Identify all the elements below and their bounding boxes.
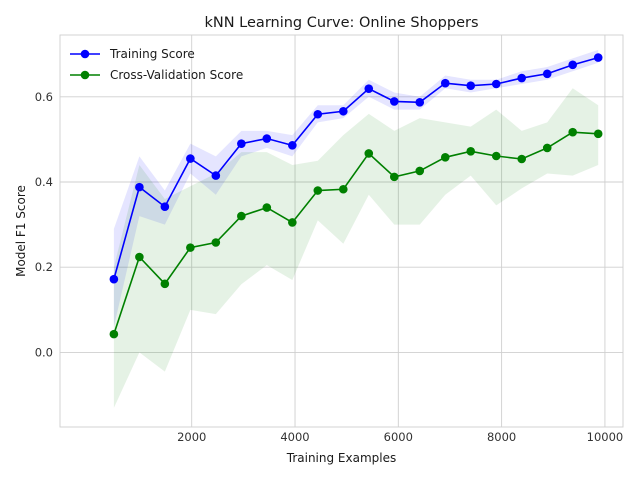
cross-validation-score-point — [135, 252, 144, 262]
training-score-point — [109, 274, 119, 284]
y-tick-label: 0.2 — [35, 260, 53, 274]
cross-validation-score-point — [415, 166, 425, 176]
cross-validation-score-point — [109, 329, 119, 339]
score-points — [109, 53, 603, 339]
plot-area — [60, 35, 623, 427]
cross-validation-score-point — [262, 203, 272, 212]
training-score-point — [211, 171, 221, 180]
cross-validation-score-point — [568, 127, 577, 137]
x-tick-label: 2000 — [177, 430, 206, 444]
training-score-point — [186, 154, 195, 163]
score-bands — [113, 49, 599, 408]
legend-marker-cross-validation-score — [80, 70, 90, 80]
x-tick-label: 4000 — [280, 430, 309, 444]
x-axis-label: Training Examples — [286, 451, 396, 465]
training-score-point — [313, 109, 323, 119]
cross-validation-score-point — [517, 154, 527, 164]
chart-title: kNN Learning Curve: Online Shoppers — [204, 15, 478, 31]
x-tick-label: 10000 — [587, 430, 624, 444]
training-score-point — [415, 98, 425, 107]
training-score-point — [593, 53, 603, 62]
cross-validation-score-point — [491, 151, 501, 161]
x-tick-label: 8000 — [487, 430, 516, 444]
training-score-point — [466, 81, 476, 91]
training-score-point — [135, 182, 144, 192]
training-score-point — [364, 84, 374, 93]
training-score-point — [160, 202, 170, 212]
cross-validation-score-point — [542, 143, 552, 153]
y-tick-labels: 0.0 0.2 0.4 0.6 — [35, 90, 53, 360]
cross-validation-score-point — [186, 243, 195, 252]
training-score-point — [237, 139, 246, 148]
training-score-point — [440, 78, 450, 88]
training-score-point — [262, 134, 272, 143]
cross-validation-score-point — [364, 149, 374, 158]
training-score-point — [389, 97, 399, 106]
y-tick-label: 0.4 — [35, 175, 53, 189]
training-score-point — [568, 60, 577, 70]
x-tick-labels: 2000 4000 6000 8000 10000 — [177, 430, 623, 444]
x-tick-label: 6000 — [384, 430, 413, 444]
cross-validation-score-point — [237, 211, 246, 221]
cross-validation-score-point — [288, 218, 297, 227]
cross-validation-score-point — [593, 129, 603, 139]
legend-label-training-score: Training Score — [109, 47, 195, 61]
cross-validation-score-point — [339, 184, 348, 194]
cross-validation-score-point — [466, 147, 476, 156]
cross-validation-score-band — [113, 88, 599, 408]
legend: Training Score Cross-Validation Score — [70, 47, 243, 82]
y-tick-label: 0.6 — [35, 90, 53, 104]
cross-validation-score-point — [160, 279, 170, 289]
legend-label-cross-validation-score: Cross-Validation Score — [110, 68, 243, 82]
cross-validation-score-point — [440, 152, 450, 162]
training-score-point — [288, 141, 297, 150]
cross-validation-score-point — [211, 238, 221, 247]
training-score-point — [542, 69, 552, 79]
y-axis-label: Model F1 Score — [14, 185, 28, 277]
cross-validation-score-point — [313, 186, 323, 195]
training-score-band — [113, 49, 599, 327]
plot-frame — [59, 34, 624, 428]
legend-marker-training-score — [80, 49, 90, 59]
training-score-point — [517, 73, 527, 83]
training-score-point — [491, 79, 501, 89]
cross-validation-score-point — [389, 172, 399, 182]
training-score-line — [113, 56, 599, 280]
training-score-point — [339, 106, 348, 116]
y-tick-label: 0.0 — [35, 345, 53, 359]
